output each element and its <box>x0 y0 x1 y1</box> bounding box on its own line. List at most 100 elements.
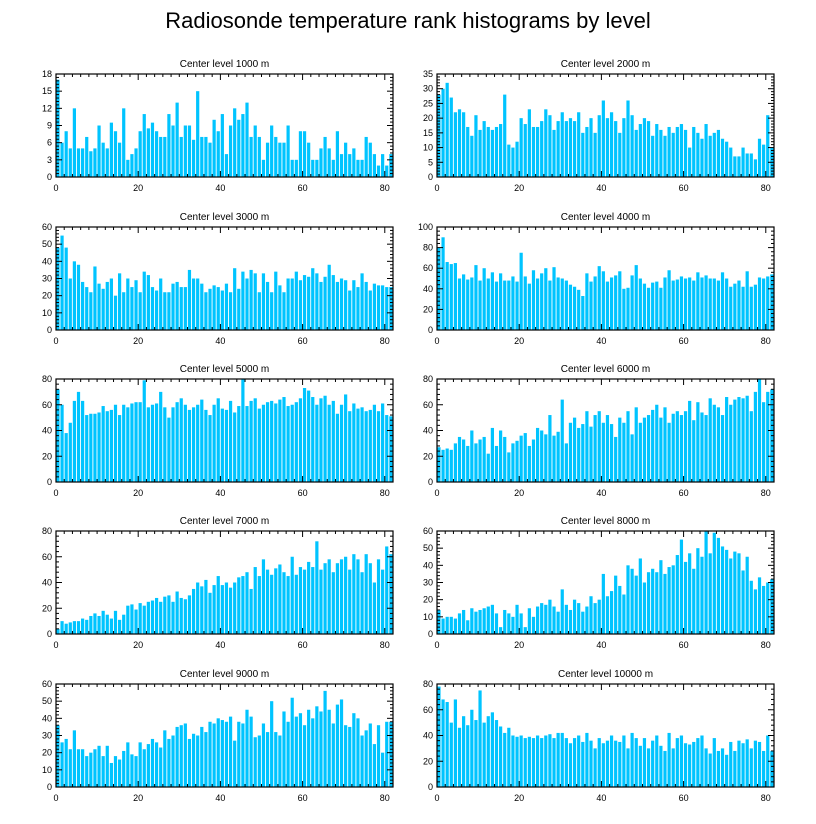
bar <box>270 400 274 482</box>
bar <box>298 567 303 634</box>
bar <box>642 118 647 177</box>
bar <box>376 165 381 177</box>
bar <box>589 118 593 177</box>
bar <box>364 281 368 330</box>
bar <box>381 752 385 787</box>
bar <box>216 131 220 177</box>
bar <box>364 411 368 482</box>
y-tick-label: 80 <box>42 526 52 536</box>
bar <box>381 285 385 330</box>
bar <box>474 115 478 177</box>
bar <box>245 406 249 482</box>
x-tick-label: 0 <box>434 793 439 803</box>
bar <box>577 603 581 634</box>
bar <box>749 411 753 482</box>
bar <box>696 132 700 177</box>
bar <box>626 100 630 177</box>
bar <box>360 572 364 634</box>
bar <box>97 745 101 787</box>
bar <box>609 424 614 482</box>
bar <box>175 591 179 634</box>
bar <box>515 440 519 482</box>
x-tick-label: 60 <box>679 793 689 803</box>
bar <box>138 742 142 787</box>
bar <box>327 559 331 634</box>
bar <box>352 554 356 634</box>
bar <box>478 129 482 177</box>
bar <box>200 136 204 177</box>
bar <box>352 403 356 482</box>
bar <box>311 567 315 634</box>
x-tick-label: 40 <box>596 183 606 193</box>
bar <box>385 415 389 482</box>
panel-6: 0 20 40 60 80 0 20 40 60 80 Center level 6000 m <box>423 364 775 498</box>
bar <box>482 608 486 634</box>
bar <box>581 296 585 330</box>
bar <box>749 153 753 177</box>
bar <box>368 723 372 787</box>
bar <box>118 415 122 482</box>
bar <box>368 142 372 177</box>
bar <box>126 407 130 482</box>
bar <box>745 556 749 634</box>
bar <box>376 559 381 634</box>
y-tick-label: 20 <box>423 304 433 314</box>
bar <box>171 735 175 787</box>
bar <box>385 546 389 634</box>
bar <box>585 411 589 482</box>
bar <box>220 290 224 330</box>
bar <box>482 121 486 177</box>
bar <box>241 379 245 482</box>
bar <box>282 397 286 482</box>
x-tick-label: 0 <box>53 336 58 346</box>
panel-5: 0 20 40 60 80 0 20 40 60 80 Center level 5000 m <box>42 364 394 498</box>
bar <box>126 605 130 634</box>
bar <box>241 114 245 177</box>
bar <box>552 129 556 177</box>
y-tick-label: 80 <box>423 243 433 253</box>
bar <box>118 142 122 177</box>
bar <box>372 582 377 634</box>
bar <box>762 750 766 787</box>
bar <box>445 82 449 177</box>
bar <box>568 118 573 177</box>
bar <box>486 278 490 330</box>
bar <box>311 159 315 177</box>
bar <box>212 404 216 482</box>
y-tick-label: 30 <box>423 578 433 588</box>
bar <box>560 112 564 177</box>
bar <box>544 109 548 177</box>
bar <box>278 399 282 482</box>
bar <box>470 608 474 634</box>
bar <box>651 282 655 330</box>
bar <box>237 721 241 787</box>
x-tick-label: 40 <box>596 793 606 803</box>
bar <box>335 281 340 330</box>
bar <box>466 279 470 330</box>
x-tick-label: 20 <box>514 488 524 498</box>
bar <box>278 285 282 330</box>
x-tick-label: 80 <box>761 640 771 650</box>
x-tick-label: 0 <box>53 183 58 193</box>
bar <box>64 131 68 177</box>
bar <box>315 541 319 634</box>
bar <box>712 532 716 634</box>
bar <box>134 756 138 787</box>
bar <box>265 142 270 177</box>
bar <box>737 740 741 787</box>
bar <box>126 159 130 177</box>
bar <box>294 574 298 634</box>
bar <box>437 609 441 634</box>
y-tick-label: 20 <box>42 603 52 613</box>
bar <box>265 281 270 330</box>
bar <box>679 124 684 177</box>
bar <box>688 400 692 482</box>
x-tick-label: 20 <box>133 640 143 650</box>
bar <box>187 738 192 787</box>
bar <box>667 732 671 787</box>
bar <box>696 272 700 330</box>
y-tick-label: 0 <box>47 782 52 792</box>
bar <box>688 147 692 177</box>
bar <box>445 448 449 482</box>
bar <box>478 690 482 787</box>
